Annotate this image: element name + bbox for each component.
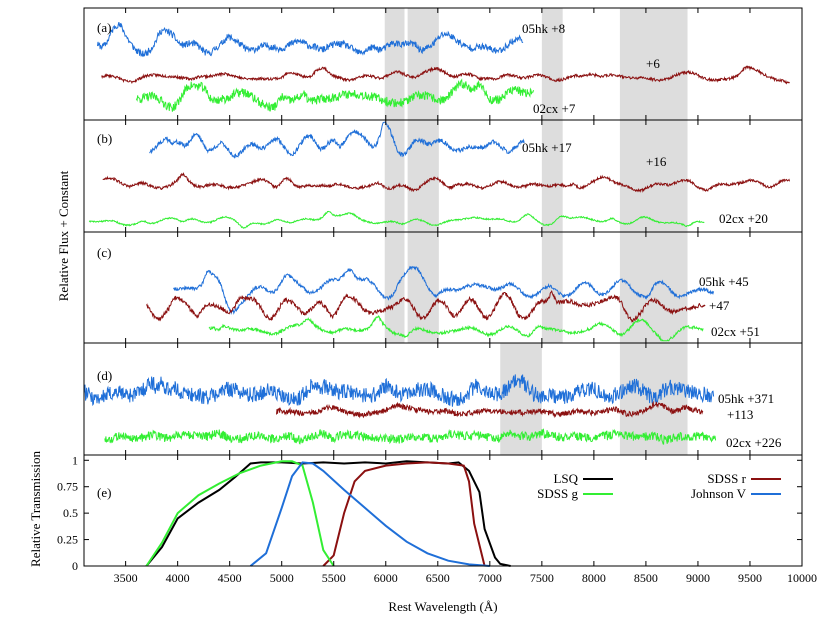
x-tick-label-6000: 6000 xyxy=(374,571,398,585)
spectrum-d-sn xyxy=(276,400,704,419)
y-tick-label-1: 1 xyxy=(72,453,78,467)
panel-d: (d) 05hk +371 +113 02cx +226 xyxy=(83,342,803,456)
shaded-region-b-4 xyxy=(619,120,688,232)
panel-b-annotation-sn: +16 xyxy=(646,154,667,169)
spectrum-d-05hk xyxy=(83,374,715,407)
shaded-region-a-4 xyxy=(619,8,688,120)
x-tick-label-8500: 8500 xyxy=(634,571,658,585)
shaded-region-b-1 xyxy=(384,120,405,232)
x-tick-label-10000: 10000 xyxy=(787,571,817,585)
y-tick-label-0: 0 xyxy=(72,559,78,573)
panel-d-annotation-05hk: 05hk +371 xyxy=(718,391,774,406)
legend-label-sdss-r: SDSS r xyxy=(707,471,746,486)
panel-b-label: (b) xyxy=(97,131,112,146)
panel-b-annotation-05hk: 05hk +17 xyxy=(522,140,572,155)
x-axis-ticks: 3500 4000 4500 5000 5500 6000 6500 7000 7500 8000… xyxy=(114,8,817,585)
x-tick-label-4000: 4000 xyxy=(166,571,190,585)
spectrum-c-02cx xyxy=(208,315,704,342)
panel-a-annotation-02cx: 02cx +7 xyxy=(533,101,576,116)
shaded-region-b-3 xyxy=(541,120,563,232)
y-axis-ticks: 0 0.25 0.5 0.75 1 xyxy=(57,453,802,573)
spectrum-b-02cx xyxy=(88,210,705,229)
spectra-c xyxy=(145,265,715,342)
panel-e-label: (e) xyxy=(97,485,111,500)
panel-e: (e) 3500 4000 4500 5000 5500 6000 6500 7000 7500… xyxy=(57,8,817,585)
panel-a-annotation-sn: +6 xyxy=(646,56,660,71)
panel-c-label: (c) xyxy=(97,245,111,260)
spectrum-c-05hk xyxy=(173,265,715,316)
panel-a-annotation-05hk: 05hk +8 xyxy=(522,21,565,36)
panel-d-annotation-02cx: 02cx +226 xyxy=(726,435,782,450)
shaded-region-c-2 xyxy=(407,232,439,343)
panel-d-annotation-sn: +113 xyxy=(727,407,753,422)
spectrum-b-05hk xyxy=(149,121,525,159)
legend-label-lsq: LSQ xyxy=(553,471,578,486)
shaded-regions-b xyxy=(384,120,688,232)
panel-c-annotation-sn: +47 xyxy=(709,298,730,313)
transmission-y-axis-label: Relative Transmission xyxy=(28,451,43,567)
x-tick-label-3500: 3500 xyxy=(114,571,138,585)
spectrum-b-sn xyxy=(102,172,790,193)
x-tick-label-9000: 9000 xyxy=(686,571,710,585)
shaded-regions-c xyxy=(384,232,688,343)
y-tick-label-0.25: 0.25 xyxy=(57,533,78,547)
panel-a-frame xyxy=(83,7,803,121)
shaded-region-a-1 xyxy=(384,8,405,120)
filter-curve-johnson-v xyxy=(249,461,490,567)
panel-c-annotation-05hk: 05hk +45 xyxy=(699,274,749,289)
spectra-y-axis-label: Relative Flux + Constant xyxy=(56,170,71,301)
filter-curve-sdss-g xyxy=(145,460,335,567)
panel-d-label: (d) xyxy=(97,368,112,383)
panel-e-frame xyxy=(83,454,803,567)
spectrum-a-02cx xyxy=(135,78,534,112)
spectra-b xyxy=(88,121,790,229)
filter-curves xyxy=(145,460,511,567)
panel-c: (c) 05hk +45 +47 02cx +51 xyxy=(83,231,803,344)
panel-b-annotation-02cx: 02cx +20 xyxy=(719,211,768,226)
panel-a: (a) 05hk +8 +6 02cx +7 xyxy=(83,7,803,121)
shaded-region-c-3 xyxy=(541,232,563,343)
shaded-region-a-2 xyxy=(407,8,439,120)
y-tick-label-0.75: 0.75 xyxy=(57,480,78,494)
x-tick-label-8000: 8000 xyxy=(582,571,606,585)
x-tick-label-7500: 7500 xyxy=(530,571,554,585)
spectra-a xyxy=(97,21,790,112)
panel-a-label: (a) xyxy=(97,20,111,35)
legend-label-johnson-v: Johnson V xyxy=(691,486,747,501)
x-tick-label-5500: 5500 xyxy=(322,571,346,585)
legend-label-sdss-g: SDSS g xyxy=(537,486,578,501)
x-tick-label-7000: 7000 xyxy=(478,571,502,585)
x-tick-label-4500: 4500 xyxy=(218,571,242,585)
panel-b: (b) 05hk +17 +16 02cx +20 xyxy=(83,119,803,233)
spectra-d xyxy=(83,374,717,445)
shaded-region-b-2 xyxy=(407,120,439,232)
x-tick-label-6500: 6500 xyxy=(426,571,450,585)
filter-curve-sdss-r xyxy=(322,461,486,567)
spectrum-d-02cx xyxy=(104,428,717,445)
legend: LSQ SDSS r SDSS g Johnson V xyxy=(537,471,781,501)
shaded-region-c-1 xyxy=(384,232,405,343)
filter-curve-lsq xyxy=(145,460,511,567)
shaded-region-a-3 xyxy=(541,8,563,120)
x-tick-label-5000: 5000 xyxy=(270,571,294,585)
shaded-regions-a xyxy=(384,8,688,120)
spectrum-a-05hk xyxy=(97,21,524,58)
spectrum-c-sn xyxy=(145,289,706,323)
y-tick-label-0.5: 0.5 xyxy=(63,506,78,520)
panel-c-annotation-02cx: 02cx +51 xyxy=(711,324,760,339)
spectrum-a-sn xyxy=(101,65,790,85)
x-axis-label: Rest Wavelength (Å) xyxy=(388,599,497,614)
x-tick-label-9500: 9500 xyxy=(738,571,762,585)
